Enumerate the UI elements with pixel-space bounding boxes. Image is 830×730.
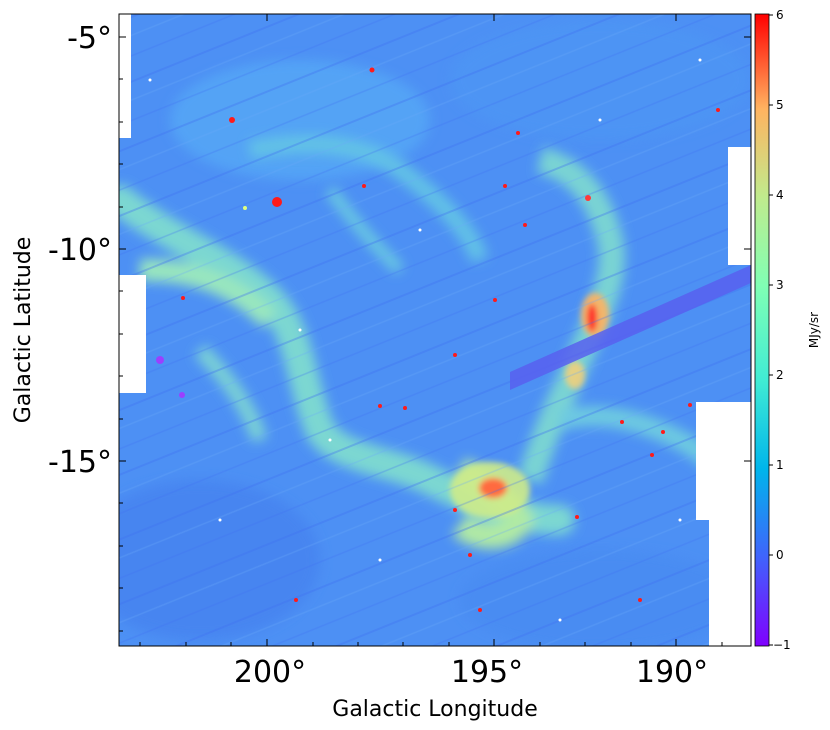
y-tick-label: -10° bbox=[48, 233, 112, 268]
x-axis bbox=[139, 14, 723, 646]
colorbar-tick-label: 5 bbox=[776, 98, 784, 112]
colorbar-tick-label: −1 bbox=[773, 638, 791, 652]
colorbar-tick-label: 4 bbox=[776, 188, 784, 202]
sky-map-image bbox=[119, 14, 751, 646]
colorbar-tick-label: 2 bbox=[776, 368, 784, 382]
no-data-regions bbox=[119, 14, 751, 646]
x-tick-label: 195° bbox=[451, 655, 523, 690]
y-axis-title: Galactic Latitude bbox=[11, 237, 36, 424]
colorbar-tick-label: 0 bbox=[776, 548, 784, 562]
x-tick-label: 190° bbox=[636, 655, 708, 690]
x-axis-title: Galactic Longitude bbox=[332, 697, 537, 722]
colorbar-tick-label: 1 bbox=[776, 458, 784, 472]
colorbar-ticks bbox=[769, 14, 773, 646]
y-tick-label: -5° bbox=[67, 21, 112, 56]
y-axis bbox=[119, 36, 751, 632]
colorbar-tick-label: 6 bbox=[776, 8, 784, 22]
point-sources bbox=[148, 58, 720, 622]
map-frame bbox=[118, 13, 752, 647]
colorbar-tick-label: 3 bbox=[776, 278, 784, 292]
colorbar-scale bbox=[754, 13, 770, 647]
colorbar: 6 5 4 3 2 1 0 −1 MJy/sr bbox=[754, 8, 821, 652]
colorbar-label: MJy/sr bbox=[807, 312, 821, 348]
x-tick-label: 200° bbox=[234, 655, 306, 690]
y-tick-label: -15° bbox=[48, 445, 112, 480]
